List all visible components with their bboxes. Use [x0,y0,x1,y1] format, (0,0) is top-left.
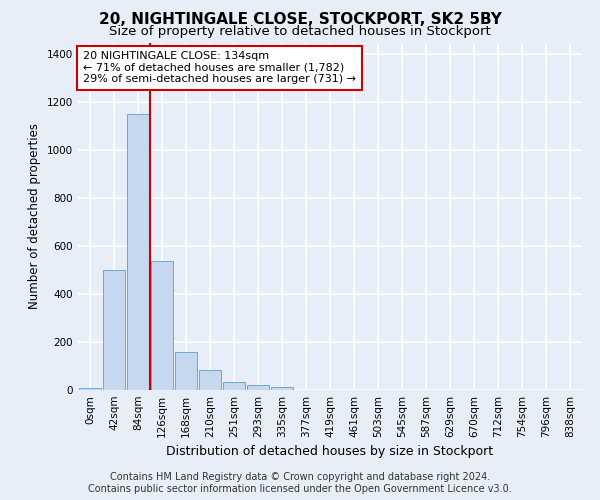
Bar [223,382,245,390]
Bar [151,260,173,390]
Bar [271,387,293,390]
Text: 20, NIGHTINGALE CLOSE, STOCKPORT, SK2 5BY: 20, NIGHTINGALE CLOSE, STOCKPORT, SK2 5B… [98,12,502,28]
Bar [79,388,101,390]
Bar [127,114,149,390]
Text: 20 NIGHTINGALE CLOSE: 134sqm
← 71% of detached houses are smaller (1,782)
29% of: 20 NIGHTINGALE CLOSE: 134sqm ← 71% of de… [83,51,356,84]
X-axis label: Distribution of detached houses by size in Stockport: Distribution of detached houses by size … [166,446,494,458]
Bar [103,270,125,390]
Text: Size of property relative to detached houses in Stockport: Size of property relative to detached ho… [109,25,491,38]
Text: Contains HM Land Registry data © Crown copyright and database right 2024.
Contai: Contains HM Land Registry data © Crown c… [88,472,512,494]
Bar [247,384,269,390]
Bar [175,352,197,390]
Bar [199,370,221,390]
Y-axis label: Number of detached properties: Number of detached properties [28,123,41,309]
